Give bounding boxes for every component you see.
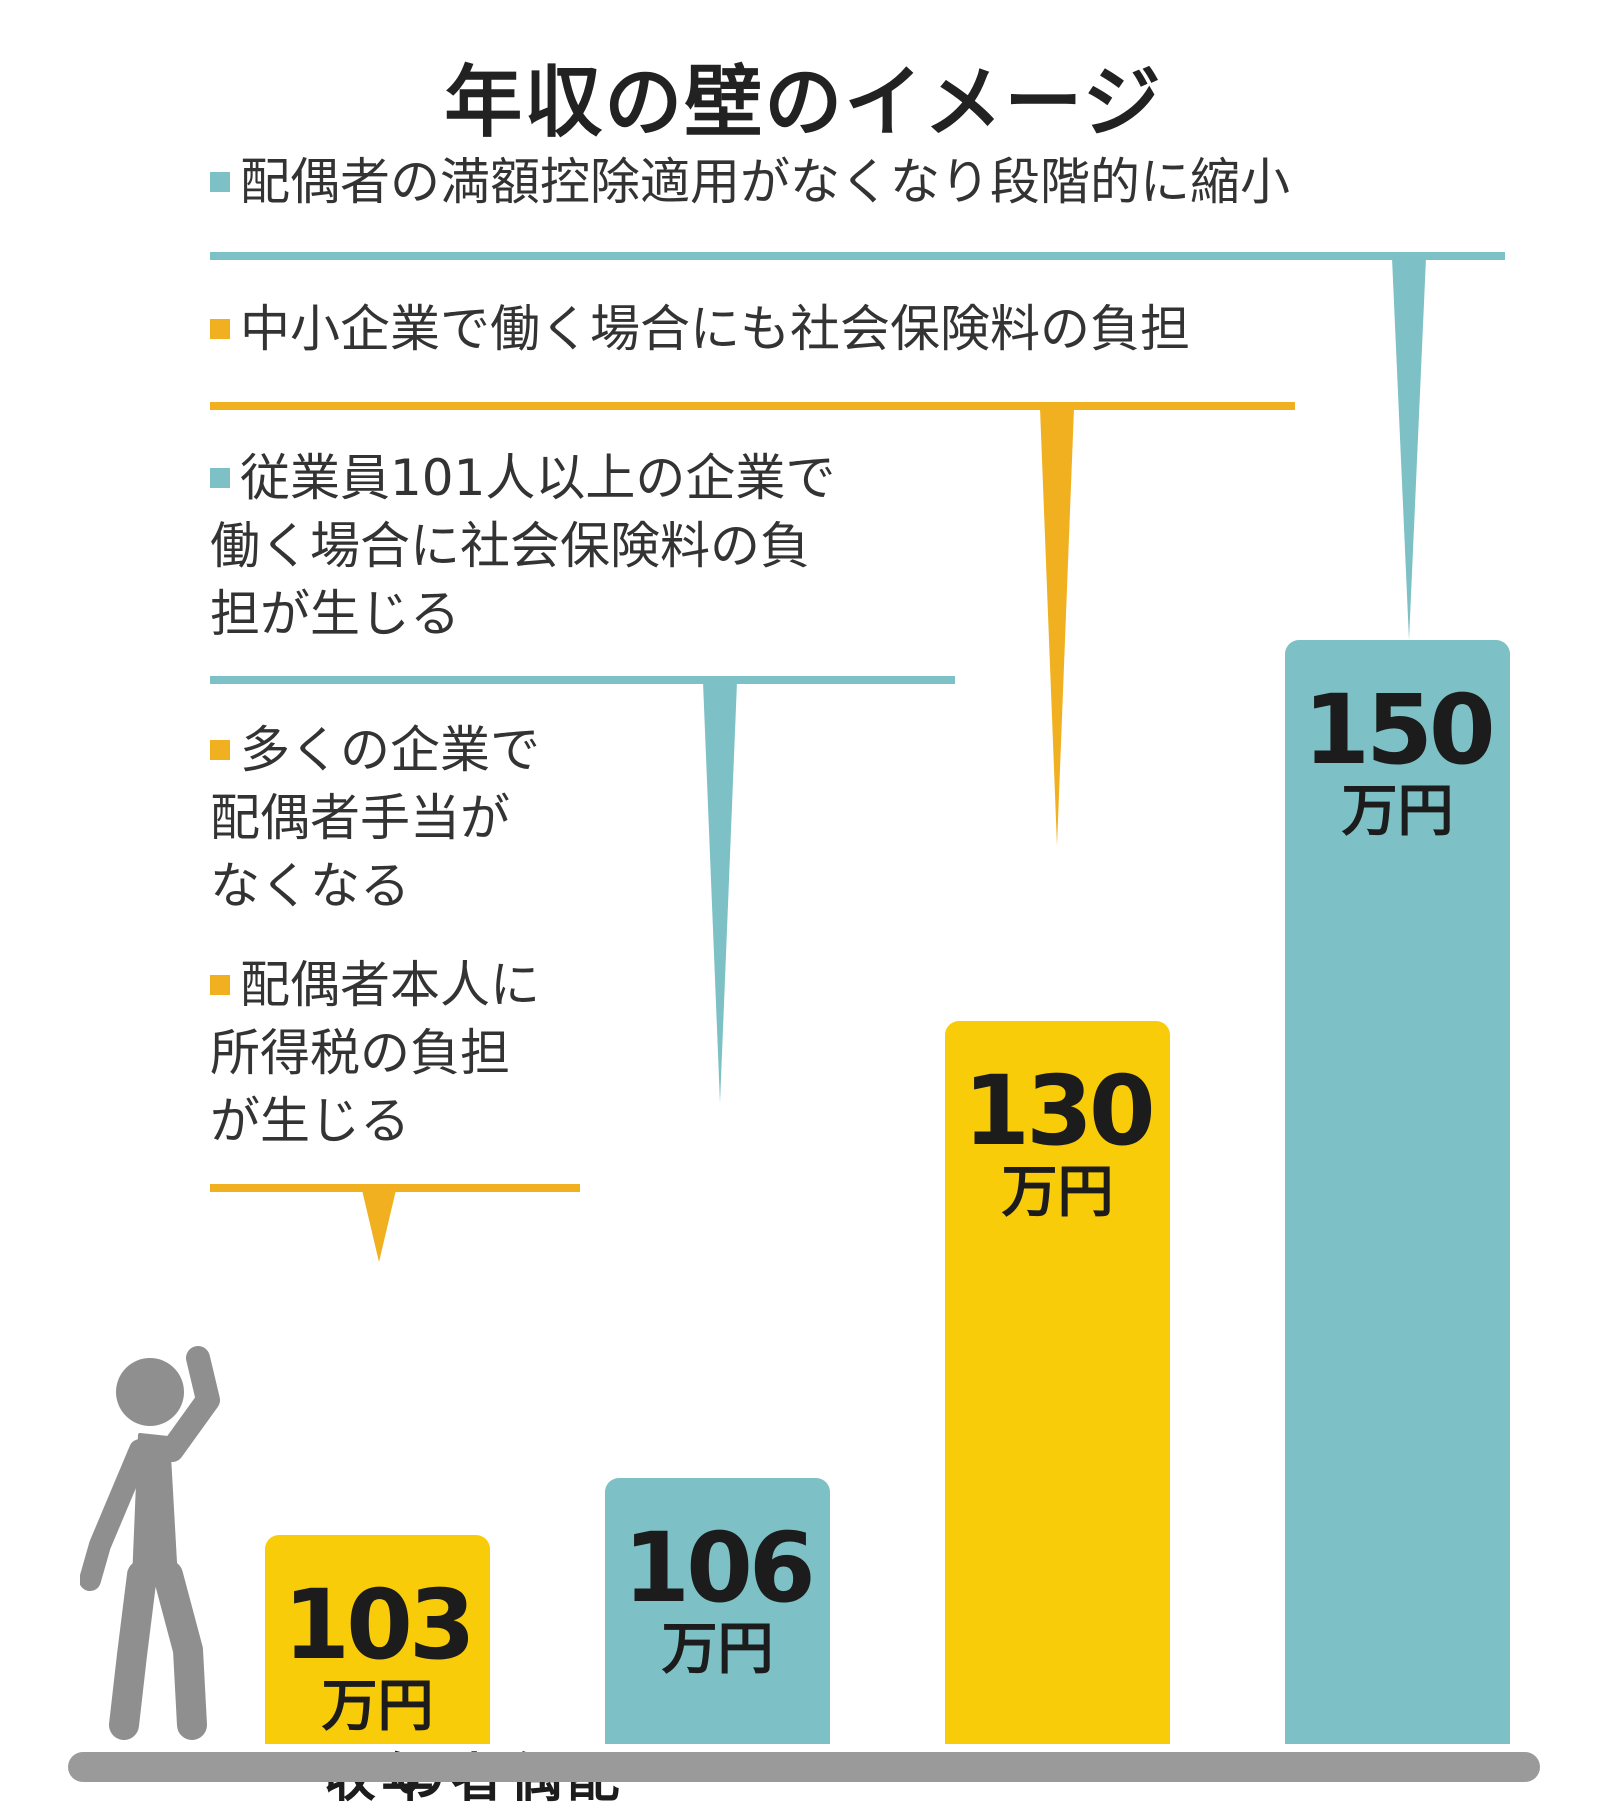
ground-line bbox=[68, 1752, 1540, 1782]
orange-square-icon bbox=[210, 739, 230, 760]
pointer-106 bbox=[703, 682, 737, 1103]
bar-value-unit: 万円 bbox=[1341, 779, 1454, 844]
rule-103 bbox=[210, 1184, 580, 1192]
note-106-line-2: 働く場合に社会保険料の負 bbox=[210, 517, 810, 575]
bar-value-unit: 万円 bbox=[321, 1673, 434, 1739]
teal-square-icon bbox=[210, 171, 230, 192]
bar-value-number: 150 bbox=[1303, 674, 1495, 786]
pointer-130 bbox=[1040, 408, 1074, 846]
bar-106 bbox=[605, 1477, 830, 1744]
person-looking-up-icon bbox=[80, 1346, 220, 1740]
bar-value-unit: 万円 bbox=[661, 1616, 774, 1682]
note-106-wall: 従業員101人以上の企業で 働く場合に社会保険料の負 担が生じる bbox=[210, 444, 835, 648]
bar-130 bbox=[945, 1020, 1170, 1744]
bar-150 bbox=[1285, 640, 1510, 1744]
orange-square-icon bbox=[210, 318, 230, 339]
note-103-allowance: 多くの企業で 配偶者手当が なくなる bbox=[210, 716, 540, 920]
rule-150 bbox=[210, 252, 1505, 260]
note-103b-line-3: が生じる bbox=[210, 1092, 410, 1150]
bar-value-label-106: 106 万円 bbox=[605, 1518, 830, 1682]
note-103b-line-2: 所得税の負担 bbox=[210, 1024, 510, 1082]
bar-value-number: 103 bbox=[283, 1568, 475, 1681]
pointer-150 bbox=[1392, 258, 1426, 640]
note-103b-line-1: 配偶者本人に bbox=[240, 956, 540, 1014]
bar-103 bbox=[265, 1534, 490, 1744]
note-106-line-3: 担が生じる bbox=[210, 585, 460, 643]
orange-square-icon bbox=[210, 974, 230, 995]
note-103a-line-3: なくなる bbox=[210, 857, 410, 915]
bar-value-number: 130 bbox=[963, 1054, 1155, 1167]
note-130-wall: 中小企業で働く場合にも社会保険料の負担 bbox=[210, 295, 1190, 363]
rule-106 bbox=[210, 676, 955, 684]
pointer-103 bbox=[362, 1190, 396, 1262]
note-103a-line-2: 配偶者手当が bbox=[210, 789, 510, 847]
note-150-wall: 配偶者の満額控除適用がなくなり段階的に縮小 bbox=[210, 148, 1290, 216]
teal-square-icon bbox=[210, 467, 230, 488]
bar-value-label-150: 150 万円 bbox=[1285, 680, 1510, 844]
bar-value-number: 106 bbox=[623, 1511, 815, 1624]
chart-title: 年収の壁のイメージ bbox=[444, 58, 1163, 148]
bar-value-label-130: 130 万円 bbox=[945, 1061, 1170, 1225]
note-150-line-1: 配偶者の満額控除適用がなくなり段階的に縮小 bbox=[240, 153, 1290, 211]
note-106-line-1: 従業員101人以上の企業で bbox=[240, 449, 836, 507]
note-103-income-tax: 配偶者本人に 所得税の負担 が生じる bbox=[210, 951, 540, 1155]
rule-130 bbox=[210, 402, 1295, 410]
bar-value-label-103: 103 万円 bbox=[265, 1575, 490, 1739]
bar-value-unit: 万円 bbox=[1001, 1159, 1114, 1225]
note-103a-line-1: 多くの企業で bbox=[240, 721, 540, 779]
note-130-line-1: 中小企業で働く場合にも社会保険料の負担 bbox=[240, 300, 1190, 358]
